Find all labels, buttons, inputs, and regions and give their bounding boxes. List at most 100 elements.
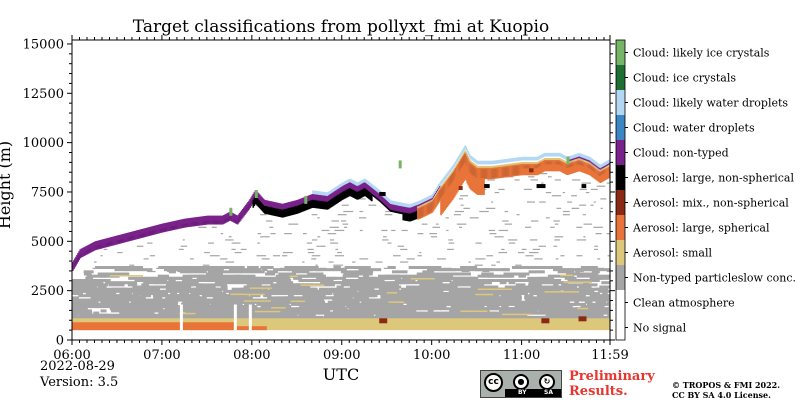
aerosol-nontyped-cell [327, 289, 344, 293]
aerosol-small-cell [526, 161, 528, 164]
aerosol-nontyped-cell [428, 305, 444, 309]
sparse-aerosol-cell [306, 242, 313, 244]
cloud-likely-water-cell [389, 200, 392, 204]
cloud-nontyped-cell [266, 200, 268, 207]
sparse-aerosol-cell [554, 239, 560, 241]
aerosol-nonspherical-cell [308, 200, 310, 210]
sparse-aerosol-cell [590, 188, 598, 191]
cloud-likely-water-cell [453, 162, 456, 167]
aerosol-nonspherical-cell [364, 187, 367, 197]
cloud-nontyped-cell [412, 206, 415, 213]
aerosol-nontyped-cell [362, 285, 389, 289]
sparse-aerosol-cell [576, 226, 583, 228]
cloud-nontyped-cell [279, 203, 282, 210]
cloud-nontyped-cell [261, 197, 264, 204]
cloud-nontyped-cell [188, 218, 191, 227]
cloud-likely-water-cell [583, 154, 586, 159]
aerosol-small-cell [456, 162, 459, 165]
no-signal-gap [233, 304, 237, 331]
cloud-nontyped-cell [199, 216, 202, 226]
aerosol-small-cell [492, 165, 495, 168]
sparse-aerosol-cell [593, 248, 598, 251]
aerosol-small-streak [271, 307, 286, 309]
cloud-nontyped-cell [398, 205, 400, 212]
aerosol-nonspherical-cell [296, 204, 299, 214]
sparse-aerosol-cell [228, 236, 232, 238]
aerosol-nontyped-cell [363, 298, 387, 302]
sparse-aerosol-cell [421, 223, 428, 225]
sparse-aerosol-cell [284, 233, 292, 235]
aerosol-nontyped-cell [440, 307, 464, 311]
aerosol-nonspherical-cell [261, 202, 264, 212]
aerosol-nonspherical-cell [386, 205, 389, 209]
cloud-nontyped-cell [216, 215, 219, 225]
sparse-aerosol-cell [547, 176, 552, 178]
sparse-aerosol-cell [521, 248, 527, 251]
sparse-aerosol-cell [531, 220, 539, 222]
aerosol-nontyped-cell [353, 309, 359, 313]
aerosol-small-cell [587, 161, 589, 164]
cloud-nontyped-cell [72, 262, 74, 271]
aerosol-spherical-cell [508, 165, 511, 177]
cloud-nontyped-cell [388, 202, 391, 209]
aerosol-small-cell [573, 159, 576, 162]
cloud-likely-water-cell [527, 156, 529, 161]
aerosol-nontyped-cell [122, 313, 156, 317]
aerosol-small-streak [230, 293, 246, 296]
aerosol-nontyped-cell [240, 287, 247, 291]
cloud-nontyped-cell [257, 193, 260, 200]
aerosol-nontyped-cell [531, 315, 546, 319]
aerosol-small-cell [454, 166, 457, 169]
aerosol-nonspherical-cell [281, 208, 284, 218]
sparse-aerosol-cell [357, 198, 366, 200]
cloud-nontyped-cell [363, 182, 366, 189]
aerosol-small-streak [501, 313, 532, 316]
aerosol-spherical-cell [584, 161, 587, 174]
aerosol-nontyped-cell [538, 309, 564, 313]
cloud-likely-water-cell [472, 157, 475, 162]
cloud-likely-water-cell [360, 180, 363, 185]
aerosol-nontyped-cell [105, 281, 138, 285]
aerosol-spherical-cell [582, 161, 585, 173]
sparse-aerosol-cell [260, 236, 270, 238]
sparse-aerosol-cell [595, 233, 602, 235]
sparse-aerosol-cell [504, 223, 512, 225]
cloud-nontyped-cell [115, 235, 117, 245]
sparse-aerosol-cell [202, 264, 210, 266]
aerosol-nonspherical-cell [321, 200, 324, 210]
cloud-likely-water-cell [598, 164, 601, 168]
aerosol-nonspherical-cell [365, 188, 368, 198]
aerosol-spherical-cell [570, 162, 572, 174]
cloud-likely-water-cell [546, 152, 548, 157]
aerosol-small-cell [460, 157, 462, 160]
aerosol-nontyped-cell [481, 272, 494, 276]
cloud-nontyped-cell [409, 207, 412, 214]
sparse-aerosol-cell [136, 245, 144, 247]
aerosol-spherical-cell [490, 167, 493, 180]
cloud-nontyped-cell [343, 185, 346, 191]
aerosol-nontyped-cell [115, 298, 147, 302]
sparse-aerosol-cell [460, 195, 468, 197]
cloud-likely-water-cell [552, 152, 555, 157]
aerosol-nontyped-cell [170, 292, 178, 296]
aerosol-spherical-cell [574, 160, 577, 173]
cloud-likely-water-cell [352, 180, 354, 184]
sparse-aerosol-cell [459, 226, 463, 228]
cloud-nontyped-cell [275, 202, 278, 209]
aerosol-nontyped-cell [109, 307, 140, 311]
cloud-nontyped-cell [301, 197, 304, 204]
cloud-likely-water-cell [480, 160, 482, 165]
aerosol-small-streak [388, 301, 404, 303]
aerosol-nontyped-cell [108, 283, 125, 287]
sparse-aerosol-cell [442, 267, 452, 269]
cloud-likely-water-cell [554, 152, 557, 157]
aerosol-nontyped-cell [175, 307, 204, 311]
sparse-aerosol-cell [231, 242, 241, 244]
aerosol-nontyped-cell [72, 307, 83, 311]
cloud-likely-water-cell [596, 162, 599, 167]
cloud-nontyped-cell [110, 237, 113, 246]
cloud-likely-water-cell [387, 198, 390, 202]
cloud-nontyped-cell [88, 244, 91, 254]
aerosol-nontyped-cell [262, 287, 269, 291]
sparse-aerosol-cell [514, 179, 520, 181]
